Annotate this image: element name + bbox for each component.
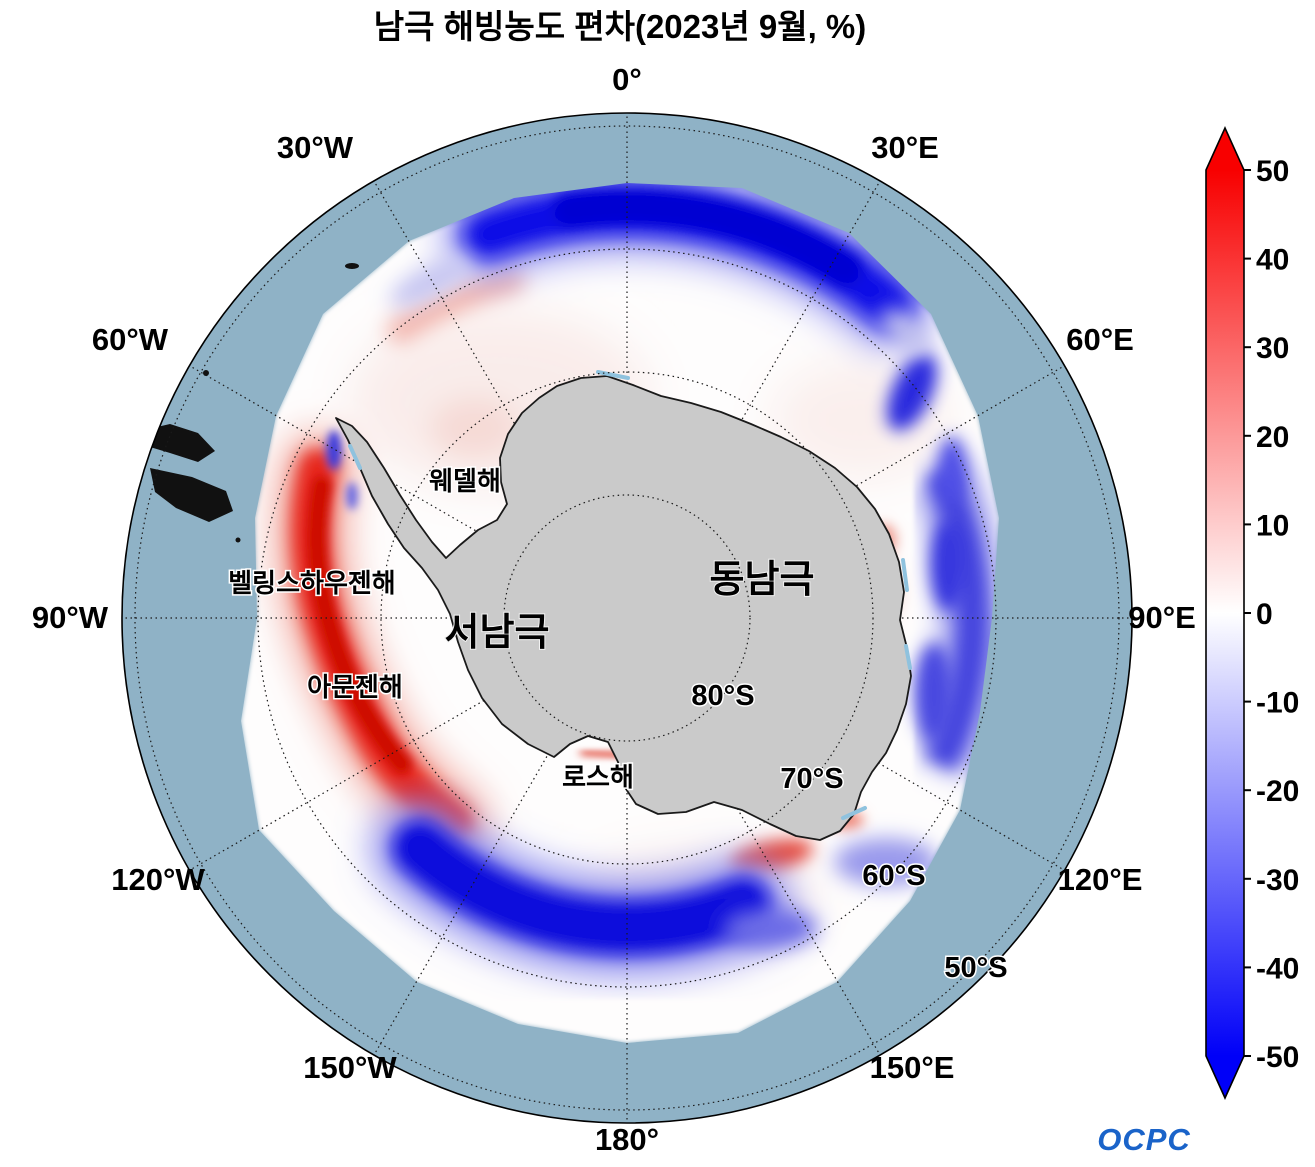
colorbar-tick-label: -30: [1256, 864, 1299, 897]
colorbar-ticks: [1244, 169, 1251, 1057]
negative-anomaly-band-south: [392, 820, 771, 955]
island: [345, 263, 359, 269]
lon-label-180: 180°: [595, 1122, 659, 1157]
negative-blob-60E: [886, 353, 938, 431]
negative-blob-130E: [834, 838, 938, 886]
lon-label-120E: 120°E: [1058, 862, 1143, 897]
lon-label-90W: 90°W: [32, 600, 109, 635]
chart-title: 남극 해빙농도 편차(2023년 9월, %): [374, 8, 867, 45]
negative-wash-50E: [880, 307, 930, 353]
coast-mark: [348, 444, 362, 470]
colorbar-extend-min: [1206, 1056, 1244, 1098]
negative-spot-peninsula: [346, 482, 358, 510]
negative-anomaly-core-north: [553, 189, 862, 286]
region-label-east-antarctica: 동남극: [710, 559, 815, 601]
parallel-80S: [503, 494, 751, 742]
parallel-60S: [257, 248, 997, 988]
colorbar-tick-label: 40: [1256, 244, 1289, 277]
island: [235, 537, 241, 543]
coast-mark: [596, 370, 630, 380]
colorbar-tick-label: 10: [1256, 509, 1289, 542]
meridian-line: [626, 617, 1065, 871]
island: [203, 370, 209, 376]
coastal-ice-marks: [348, 370, 912, 820]
lat-label-60S: 60°S: [862, 860, 925, 892]
lon-label-120W: 120°W: [111, 862, 205, 897]
meridian-gridlines: [122, 113, 1132, 1123]
meridian-line: [626, 365, 1065, 619]
lat-label-70S: 70°S: [780, 763, 843, 795]
positive-anomaly-core-west: [307, 476, 412, 774]
meridian-line: [373, 617, 628, 1056]
negative-wash-30W: [389, 256, 471, 308]
meridian-line: [373, 180, 628, 619]
colorbar-tick-label: -20: [1256, 775, 1299, 808]
ocpc-logo: OCPC: [1097, 1122, 1191, 1157]
sea-label-ross: 로스해: [562, 762, 634, 792]
colorbar-tick-label: 0: [1256, 598, 1273, 631]
coast-mark: [841, 806, 867, 820]
colorbar-extend-max: [1206, 128, 1244, 170]
lon-label-150W: 150°W: [303, 1050, 397, 1085]
antarctica-continent: [335, 375, 912, 841]
meridian-line: [189, 617, 628, 871]
negative-blob-75E: [937, 436, 967, 504]
lat-label-50S: 50°S: [944, 952, 1007, 984]
lon-label-90E: 90°E: [1128, 600, 1196, 635]
parallel-70S: [380, 371, 874, 865]
meridian-line: [626, 180, 881, 619]
colorbar: 50 40 30 20 10 0 -10 -20 -30 -40 -50: [1205, 126, 1299, 1100]
meridian-line: [189, 365, 628, 619]
lat-label-80S: 80°S: [691, 680, 754, 712]
sea-label-bellingshausen: 벨링스하우젠해: [228, 568, 395, 598]
parallel-gridlines: [134, 125, 1120, 1111]
polar-map: 웨델해 벨링스하우젠해 아문젠해 로스해 서남극 동남극 80°S 70°S 6…: [32, 62, 1196, 1157]
colorbar-tick-label: 30: [1256, 332, 1289, 365]
negative-blob-160E: [722, 908, 818, 948]
lon-label-30E: 30°E: [871, 130, 939, 165]
islands: [144, 263, 359, 543]
lon-label-60E: 60°E: [1066, 322, 1134, 357]
lon-label-60W: 60°W: [92, 322, 169, 357]
map-boundary-circle: [121, 112, 1133, 1124]
colorbar-tick-label: -50: [1256, 1041, 1299, 1074]
meridian-line: [626, 617, 881, 1056]
region-label-west-antarctica: 서남극: [445, 612, 550, 654]
negative-blob-105E: [914, 642, 954, 742]
colorbar-gradient: [1206, 170, 1244, 1056]
island: [150, 468, 233, 522]
positive-patch-upper-left: [387, 267, 525, 343]
coast-mark: [901, 558, 909, 592]
island: [144, 424, 215, 462]
lon-label-0: 0°: [612, 62, 642, 97]
parallel-50S: [134, 125, 1120, 1111]
weddell-pink-patch: [430, 398, 520, 458]
sea-label-amundsen: 아문젠해: [307, 672, 403, 702]
lon-label-150E: 150°E: [870, 1050, 955, 1085]
colorbar-tick-label: 50: [1256, 155, 1289, 188]
colorbar-tick-label: 20: [1256, 421, 1289, 454]
negative-blob-90E: [930, 520, 966, 612]
negative-spot-peninsula: [326, 430, 342, 470]
colorbar-tick-label: -40: [1256, 952, 1299, 985]
lon-label-30W: 30°W: [277, 130, 354, 165]
sea-label-weddell: 웨델해: [429, 466, 501, 496]
colorbar-tick-label: -10: [1256, 687, 1299, 720]
coast-mark: [904, 644, 912, 670]
